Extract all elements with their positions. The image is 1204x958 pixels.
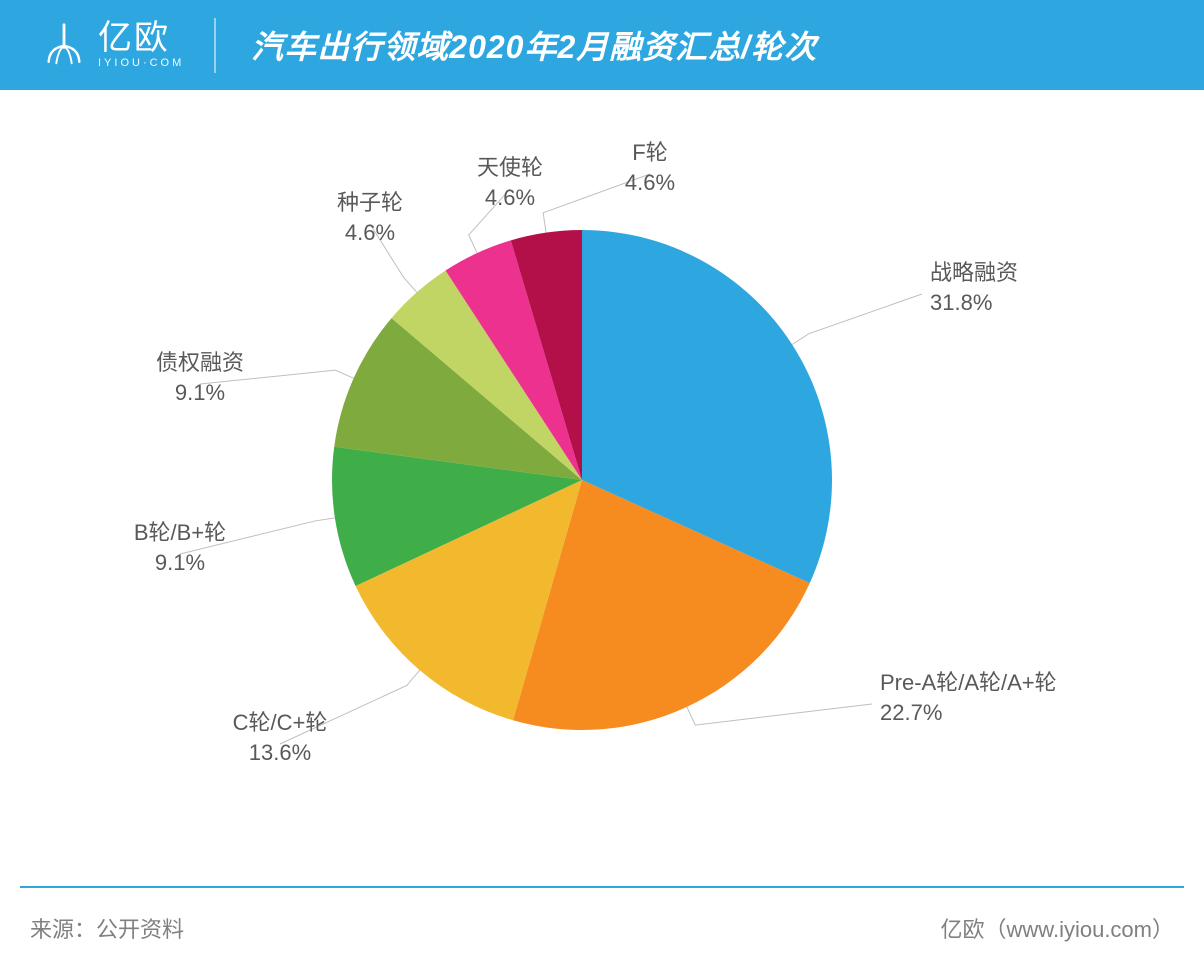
leader-line (792, 294, 922, 345)
footer: 来源：公开资料 亿欧（www.iyiou.com） (0, 898, 1204, 958)
header-bar: 亿欧 IYIOU·COM 汽车出行领域2020年2月融资汇总/轮次 (0, 0, 1204, 90)
slice-label-name: F轮 (632, 140, 667, 165)
slice-label-name: 种子轮 (337, 190, 403, 215)
attribution: 亿欧（www.iyiou.com） (941, 912, 1174, 944)
source-label: 来源：公开资料 (30, 912, 184, 944)
slice-label-pct: 4.6% (625, 170, 675, 195)
slice-label-pct: 9.1% (155, 550, 205, 575)
slice-label-pct: 31.8% (930, 290, 992, 315)
slice-label-name: 债权融资 (156, 350, 244, 375)
logo: 亿欧 IYIOU·COM (40, 18, 216, 73)
slice-label-name: 战略融资 (930, 260, 1018, 285)
slice-label-pct: 9.1% (175, 380, 225, 405)
logo-icon (40, 21, 88, 69)
slice-label-name: 天使轮 (477, 155, 543, 180)
slice-label-pct: 13.6% (249, 740, 311, 765)
logo-text-en: IYIOU·COM (98, 57, 184, 69)
slice-label-name: C轮/C+轮 (233, 710, 328, 735)
slice-label-pct: 4.6% (485, 185, 535, 210)
chart-title: 汽车出行领域2020年2月融资汇总/轮次 (251, 22, 817, 68)
slice-label-pct: 22.7% (880, 700, 942, 725)
logo-text-cn: 亿欧 (98, 21, 184, 55)
footer-rule (20, 886, 1184, 888)
slice-label-name: Pre-A轮/A轮/A+轮 (880, 670, 1057, 695)
slice-label-pct: 4.6% (345, 220, 395, 245)
chart-area: 战略融资 31.8% Pre-A轮/A轮/A+轮 22.7% C轮/C+轮 13.6% B轮… (0, 90, 1204, 870)
pie-chart: 战略融资 31.8% Pre-A轮/A轮/A+轮 22.7% C轮/C+轮 13.6% B轮… (0, 90, 1204, 870)
slice-label-name: B轮/B+轮 (134, 520, 226, 545)
leader-line (687, 704, 872, 725)
